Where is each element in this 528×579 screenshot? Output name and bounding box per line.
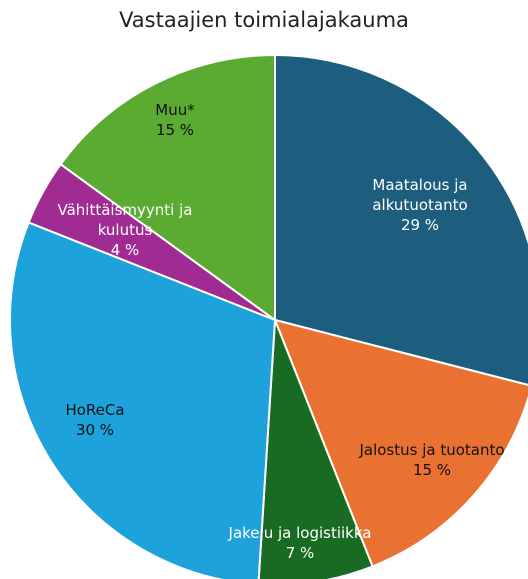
category-label: Maatalous ja alkutuotanto [372,176,468,214]
pie-slice [9,221,277,579]
pie-slice [274,53,528,386]
value-label: 15 % [155,121,195,139]
slice-label: Maatalous ja alkutuotanto 29 % [355,175,485,235]
slice-label: Jakelu ja logistiikka 7 % [200,523,400,563]
value-label: 15 % [412,461,452,479]
slice-label: Vähittäismyynti ja kulutus 4 % [43,200,208,260]
value-label: 29 % [400,216,440,234]
category-label: Muu* [155,101,195,119]
pie-slice [273,318,528,568]
category-label: Vähittäismyynti ja kulutus [57,201,193,239]
chart-title: Vastaajien toimialajakauma [119,8,409,32]
value-label: 7 % [285,544,315,562]
category-label: Jakelu ja logistiikka [228,524,372,542]
slice-label: Muu* 15 % [125,100,225,140]
slice-label: Jalostus ja tuotanto 15 % [337,440,527,480]
value-label: 4 % [110,241,140,259]
value-label: 30 % [75,421,115,439]
pie-slice [59,53,276,322]
category-label: Jalostus ja tuotanto [359,441,505,459]
pie-slice [257,319,374,579]
slice-label: HoReCa 30 % [35,400,155,440]
category-label: HoReCa [65,401,125,419]
